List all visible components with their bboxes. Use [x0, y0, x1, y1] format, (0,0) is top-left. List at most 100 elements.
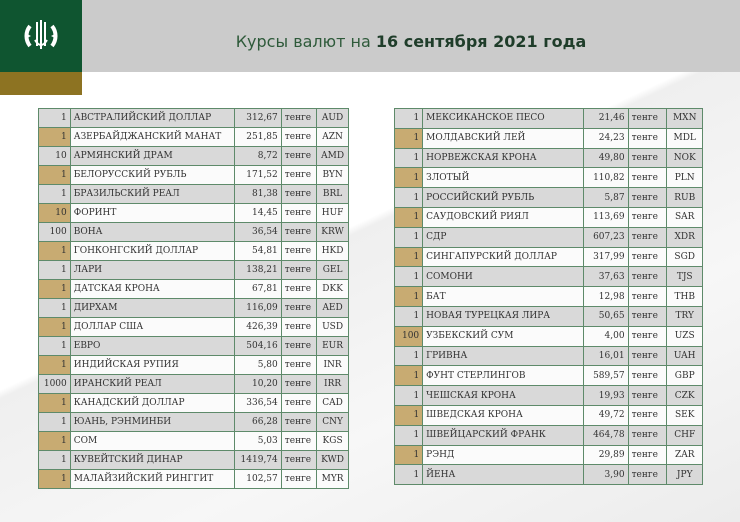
rate-cell: 21,46	[582, 108, 629, 129]
nominal-cell: 1	[38, 336, 71, 356]
unit-cell: тенге	[280, 336, 318, 356]
unit-cell: тенге	[627, 345, 668, 367]
currency-code-cell: MDL	[666, 127, 703, 149]
unit-cell: тенге	[280, 127, 318, 147]
currency-code-cell: DKK	[316, 279, 349, 299]
title-prefix: Курсы валют на	[235, 32, 376, 51]
rate-cell: 4,00	[582, 325, 629, 347]
rate-row: 1 СДР 607,23 тенге XDR	[393, 226, 703, 248]
rate-row: 1 ШВЕЙЦАРСКИЙ ФРАНК 464,78 тенге CHF	[393, 424, 703, 446]
currency-name-cell: АВСТРАЛИЙСКИЙ ДОЛЛАР	[69, 108, 235, 128]
currency-code-cell: ZAR	[666, 444, 703, 466]
nominal-cell: 1	[38, 431, 71, 451]
unit-cell: тенге	[280, 374, 318, 394]
currency-code-cell: AMD	[316, 146, 349, 166]
rate-cell: 67,81	[233, 279, 282, 299]
nominal-cell: 1	[38, 317, 71, 337]
rate-cell: 5,03	[233, 431, 282, 451]
nominal-cell: 1	[393, 404, 424, 426]
rate-row: 1 МАЛАЙЗИЙСКИЙ РИНГГИТ 102,57 тенге MYR	[38, 469, 349, 489]
rate-cell: 37,63	[582, 266, 629, 288]
unit-cell: тенге	[627, 246, 668, 268]
unit-cell: тенге	[627, 266, 668, 288]
currency-name-cell: ИРАНСКИЙ РЕАЛ	[69, 374, 235, 394]
rate-row: 1 ЛАРИ 138,21 тенге GEL	[38, 260, 349, 280]
nominal-cell: 1	[393, 286, 424, 307]
currency-name-cell: НОРВЕЖСКАЯ КРОНА	[422, 147, 584, 169]
currency-name-cell: УЗБЕКСКИЙ СУМ	[422, 325, 584, 347]
currency-code-cell: EUR	[316, 336, 349, 356]
currency-name-cell: ГОНКОНГСКИЙ ДОЛЛАР	[69, 241, 235, 261]
nominal-cell: 1	[393, 127, 424, 149]
unit-cell: тенге	[280, 450, 318, 470]
currency-name-cell: АРМЯНСКИЙ ДРАМ	[69, 146, 235, 166]
currency-name-cell: ЙЕНА	[422, 464, 584, 486]
rate-row: 1 ЕВРО 504,16 тенге EUR	[38, 336, 349, 356]
nominal-cell: 1	[38, 165, 71, 185]
currency-name-cell: БРАЗИЛЬСКИЙ РЕАЛ	[69, 184, 235, 204]
rate-cell: 102,57	[233, 469, 282, 489]
nominal-cell: 1	[393, 147, 424, 169]
rate-row: 1 ДИРХАМ 116,09 тенге AED	[38, 298, 349, 318]
currency-code-cell: MXN	[666, 108, 703, 129]
rate-cell: 317,99	[582, 246, 629, 268]
rate-cell: 589,57	[582, 365, 629, 387]
currency-code-cell: UAH	[666, 345, 703, 367]
currency-name-cell: ЛАРИ	[69, 260, 235, 280]
unit-cell: тенге	[627, 286, 668, 307]
rates-table-left: 1 АВСТРАЛИЙСКИЙ ДОЛЛАР 312,67 тенге AUD 1 АЗЕР…	[38, 108, 349, 489]
unit-cell: тенге	[280, 298, 318, 318]
currency-code-cell: RUB	[666, 187, 703, 208]
rate-row: 1 НОРВЕЖСКАЯ КРОНА 49,80 тенге NOK	[393, 147, 703, 169]
currency-code-cell: SGD	[666, 246, 703, 268]
currency-code-cell: MYR	[316, 469, 349, 489]
currency-code-cell: INR	[316, 355, 349, 375]
unit-cell: тенге	[627, 325, 668, 347]
header-band	[0, 0, 740, 72]
currency-name-cell: СИНГАПУРСКИЙ ДОЛЛАР	[422, 246, 584, 268]
nominal-cell: 1	[38, 298, 71, 318]
currency-name-cell: МЕКСИКАНСКОЕ ПЕСО	[422, 108, 584, 129]
unit-cell: тенге	[280, 146, 318, 166]
title-date: 16 сентября 2021 года	[375, 32, 587, 51]
nominal-cell: 1	[38, 450, 71, 470]
currency-code-cell: CNY	[316, 412, 349, 432]
rate-cell: 50,65	[582, 305, 629, 327]
unit-cell: тенге	[280, 412, 318, 432]
rate-row: 1 ИНДИЙСКАЯ РУПИЯ 5,80 тенге INR	[38, 355, 349, 375]
currency-code-cell: TJS	[666, 266, 703, 288]
nominal-cell: 1	[393, 444, 424, 466]
rate-cell: 16,01	[582, 345, 629, 367]
rate-cell: 19,93	[582, 385, 629, 406]
rate-row: 10 ФОРИНТ 14,45 тенге HUF	[38, 203, 349, 223]
currency-name-cell: НОВАЯ ТУРЕЦКАЯ ЛИРА	[422, 305, 584, 327]
nominal-cell: 1	[393, 108, 424, 129]
currency-code-cell: KWD	[316, 450, 349, 470]
rate-row: 1 АВСТРАЛИЙСКИЙ ДОЛЛАР 312,67 тенге AUD	[38, 108, 349, 128]
rate-cell: 116,09	[233, 298, 282, 318]
currency-name-cell: САУДОВСКИЙ РИЯЛ	[422, 206, 584, 228]
rate-row: 100 УЗБЕКСКИЙ СУМ 4,00 тенге UZS	[393, 325, 703, 347]
rate-row: 1 КУВЕЙТСКИЙ ДИНАР 1419,74 тенге KWD	[38, 450, 349, 470]
currency-code-cell: BRL	[316, 184, 349, 204]
nominal-cell: 1	[393, 385, 424, 406]
unit-cell: тенге	[627, 187, 668, 208]
currency-code-cell: IRR	[316, 374, 349, 394]
currency-name-cell: КАНАДСКИЙ ДОЛЛАР	[69, 393, 235, 413]
currency-name-cell: ИНДИЙСКАЯ РУПИЯ	[69, 355, 235, 375]
nominal-cell: 1	[393, 464, 424, 486]
currency-code-cell: CZK	[666, 385, 703, 406]
unit-cell: тенге	[280, 165, 318, 185]
currency-code-cell: NOK	[666, 147, 703, 169]
nominal-cell: 100	[38, 222, 71, 242]
nominal-cell: 1	[393, 187, 424, 208]
currency-name-cell: ДИРХАМ	[69, 298, 235, 318]
rate-cell: 66,28	[233, 412, 282, 432]
rate-cell: 49,72	[582, 404, 629, 426]
nominal-cell: 1	[38, 355, 71, 375]
rate-cell: 5,80	[233, 355, 282, 375]
currency-name-cell: ДАТСКАЯ КРОНА	[69, 279, 235, 299]
rate-row: 1 ЮАНЬ, РЭНМИНБИ 66,28 тенге CNY	[38, 412, 349, 432]
currency-name-cell: ГРИВНА	[422, 345, 584, 367]
nominal-cell: 100	[393, 325, 424, 347]
